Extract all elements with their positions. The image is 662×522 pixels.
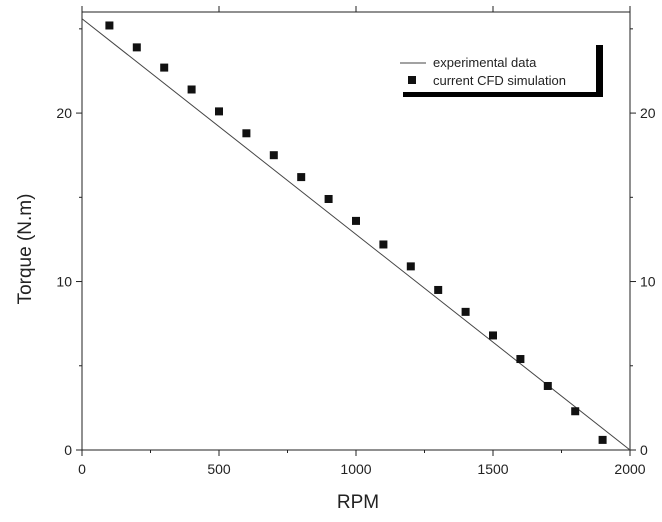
legend-box: [396, 40, 596, 92]
cfd-data-point: [297, 173, 306, 182]
y-tick-label: 10: [56, 274, 72, 290]
x-tick-label: 1000: [340, 461, 371, 477]
cfd-data-point: [352, 216, 360, 225]
series-line-experimental: [81, 18, 631, 451]
x-tick-label: 0: [78, 461, 86, 477]
cfd-data-point: [434, 285, 443, 294]
cfd-data-point: [132, 43, 141, 52]
legend-label-cfd: current CFD simulation: [433, 73, 566, 88]
cfd-data-point: [160, 63, 169, 72]
series-layer: [81, 18, 631, 451]
ticks-layer: 0 500 1000 1500 2000 0 10 20 0 10 20: [56, 6, 656, 477]
cfd-data-point: [324, 194, 333, 203]
cfd-data-point: [571, 407, 580, 416]
legend-square-swatch: [408, 76, 416, 84]
x-tick-label: 2000: [614, 461, 645, 477]
x-tick-label: 1500: [477, 461, 508, 477]
y-axis-label: Torque (N.m): [15, 194, 36, 305]
cfd-data-point: [215, 107, 223, 116]
cfd-data-point: [242, 129, 251, 138]
cfd-data-point: [187, 85, 196, 94]
y-tick-label: 20: [56, 105, 72, 121]
cfd-data-point: [269, 151, 278, 160]
right-y-tick-label: 20: [640, 105, 656, 121]
cfd-data-point: [516, 355, 525, 364]
cfd-data-point: [461, 307, 470, 316]
right-y-tick-label: 10: [640, 274, 656, 290]
x-axis-label: RPM: [337, 492, 379, 513]
legend-label-experimental: experimental data: [433, 55, 537, 70]
cfd-data-point: [598, 435, 607, 444]
cfd-data-point: [489, 331, 497, 340]
cfd-data-point: [105, 21, 114, 30]
x-tick-label: 500: [207, 461, 231, 477]
y-tick-label: 0: [64, 442, 72, 458]
legend: experimental data current CFD simulation: [396, 40, 603, 97]
cfd-data-point: [543, 381, 552, 390]
cfd-data-point: [406, 262, 415, 271]
right-y-tick-label: 0: [640, 442, 648, 458]
cfd-data-point: [379, 240, 388, 249]
